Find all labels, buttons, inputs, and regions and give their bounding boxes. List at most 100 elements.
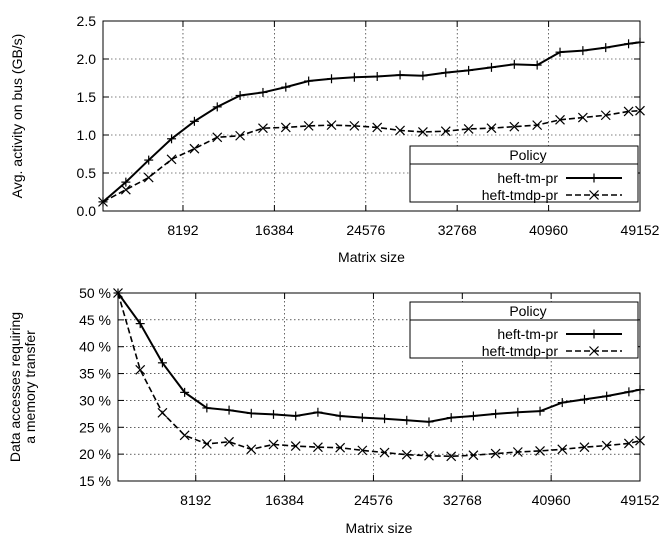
- x-marker: [512, 447, 523, 457]
- y-tick-label: 35 %: [79, 366, 111, 382]
- x-marker: [463, 123, 474, 134]
- x-marker: [224, 436, 234, 447]
- legend-title: Policy: [509, 303, 546, 319]
- x-marker: [401, 449, 412, 460]
- x-marker: [486, 123, 497, 134]
- x-tick-label: 32768: [438, 222, 477, 238]
- x-marker: [290, 441, 301, 452]
- series-heft-tm-pr: [98, 37, 645, 207]
- x-marker: [623, 106, 634, 117]
- x-marker: [509, 121, 520, 132]
- x-marker: [417, 127, 428, 137]
- chart-2: 15 % 20 % 25 % 30 % 35 % 40 % 45 % 50 % 8192 1638…: [7, 285, 660, 536]
- x-marker: [189, 143, 200, 154]
- x-tick-label: 40960: [532, 492, 571, 508]
- x-tick-label: 16384: [255, 222, 294, 238]
- x-marker: [143, 172, 154, 183]
- x-marker: [201, 439, 212, 449]
- legend-title: Policy: [509, 147, 546, 163]
- legend-label: heft-tmdp-pr: [482, 343, 559, 359]
- y-tick-label: 25 %: [79, 419, 111, 435]
- y-tick-label: 45 %: [79, 312, 111, 328]
- x-marker: [557, 444, 568, 455]
- y-axis-title-line: a memory transfer: [22, 330, 38, 444]
- x-marker: [349, 120, 360, 131]
- x-marker: [577, 112, 588, 123]
- plot-frame: [102, 20, 641, 212]
- x-marker: [468, 450, 479, 461]
- x-marker: [379, 447, 390, 458]
- x-tick-label: 24576: [346, 222, 385, 238]
- x-marker: [120, 184, 131, 195]
- x-marker: [623, 438, 634, 449]
- x-marker: [135, 364, 146, 375]
- x-marker: [303, 120, 314, 131]
- x-marker: [280, 122, 291, 133]
- x-marker: [212, 132, 223, 143]
- y-tick-label: 50 %: [79, 285, 111, 301]
- x-marker: [326, 120, 337, 131]
- x-marker: [157, 407, 168, 418]
- x-axis-title: Matrix size: [346, 520, 413, 536]
- x-marker: [235, 130, 246, 141]
- legend-box: [409, 145, 639, 203]
- series-heft-tmdp-pr: [113, 288, 645, 462]
- legend-label: heft-tm-pr: [497, 170, 558, 186]
- x-axis-title: Matrix size: [338, 249, 405, 265]
- legend-label: heft-tmdp-pr: [482, 187, 559, 203]
- x-marker: [395, 125, 405, 136]
- x-marker: [446, 451, 457, 462]
- x-marker: [589, 346, 599, 356]
- x-tick-label: 49152: [621, 492, 660, 508]
- x-marker: [113, 288, 123, 298]
- x-marker: [246, 444, 257, 455]
- x-marker: [490, 448, 501, 459]
- x-marker: [357, 445, 368, 456]
- y-tick-label: 30 %: [79, 392, 111, 408]
- chart-1: 0.0 0.5 1.0 1.5 2.0 2.5 8192 16384 24576 32768 409…: [9, 13, 660, 265]
- series-heft-tm-pr: [113, 288, 645, 427]
- legend-label: heft-tm-pr: [497, 326, 558, 342]
- x-tick-label: 8192: [180, 492, 211, 508]
- y-axis-title: Data accesses requiringa memory transfer: [7, 312, 38, 462]
- x-marker: [589, 190, 599, 200]
- legend-box: [409, 301, 639, 359]
- y-tick-label: 2.0: [77, 51, 97, 67]
- x-marker: [258, 123, 268, 134]
- y-tick-label: 15 %: [79, 473, 111, 489]
- x-tick-label: 40960: [529, 222, 568, 238]
- x-marker: [440, 126, 451, 137]
- x-tick-label: 8192: [167, 222, 198, 238]
- x-marker: [372, 122, 383, 133]
- series-heft-tmdp-pr: [98, 105, 645, 207]
- x-marker: [635, 105, 645, 116]
- x-marker: [555, 114, 565, 125]
- y-tick-label: 40 %: [79, 339, 111, 355]
- x-marker: [424, 450, 434, 461]
- y-tick-label: 1.5: [77, 89, 97, 105]
- x-tick-label: 16384: [265, 492, 304, 508]
- x-marker: [166, 154, 177, 165]
- y-tick-label: 2.5: [77, 13, 97, 29]
- y-axis-title-line: Data accesses requiring: [7, 312, 23, 462]
- y-tick-label: 0.5: [77, 165, 97, 181]
- x-marker: [312, 442, 323, 453]
- x-marker: [635, 435, 645, 446]
- y-tick-label: 1.0: [77, 127, 97, 143]
- y-tick-label: 0.0: [77, 203, 97, 219]
- y-axis-title: Avg. activity on bus (GB/s): [9, 34, 25, 199]
- x-marker: [268, 439, 279, 450]
- x-marker: [335, 442, 346, 453]
- x-marker: [98, 196, 108, 207]
- x-marker: [535, 445, 545, 456]
- x-tick-label: 24576: [354, 492, 393, 508]
- x-tick-label: 32768: [443, 492, 482, 508]
- x-marker: [600, 110, 611, 121]
- x-marker: [601, 440, 612, 451]
- x-tick-label: 49152: [621, 222, 660, 238]
- x-marker: [179, 430, 190, 441]
- y-tick-label: 20 %: [79, 446, 111, 462]
